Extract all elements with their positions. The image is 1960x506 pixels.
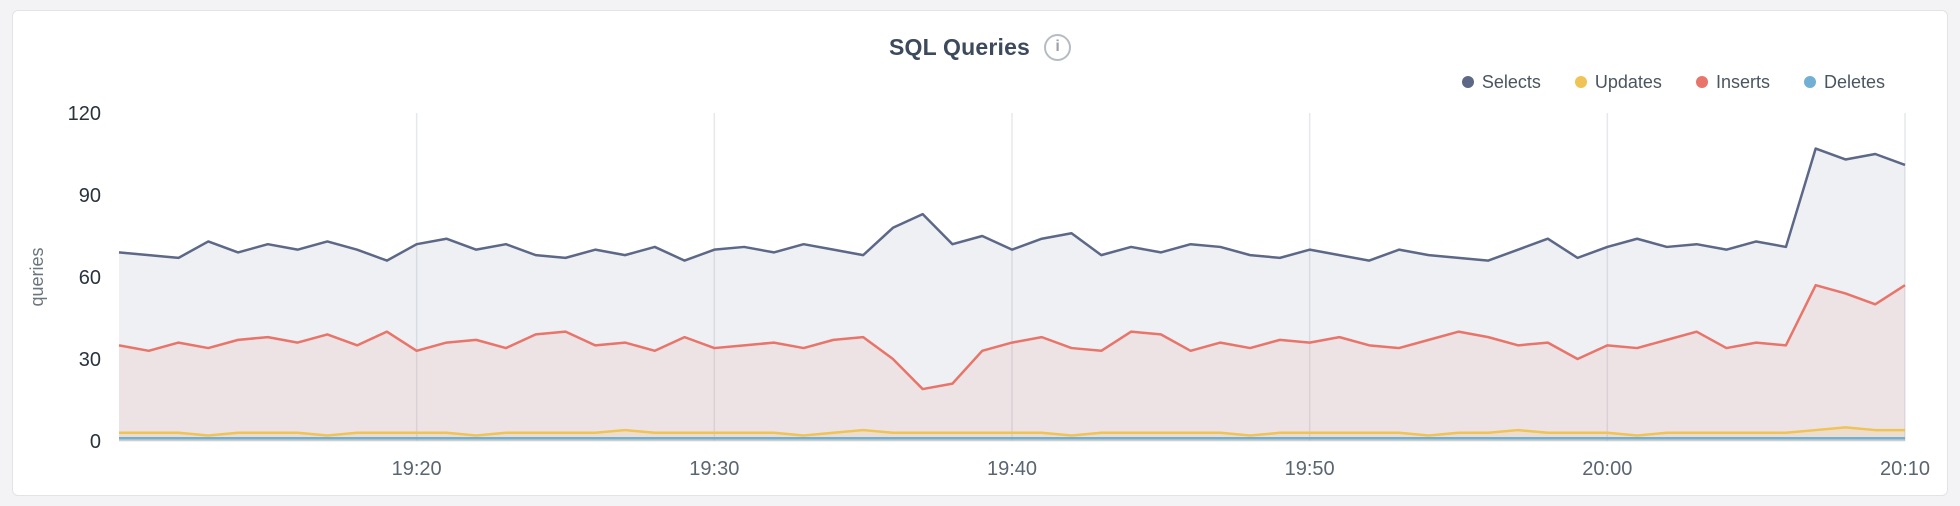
chart-header: SQL Queries i	[13, 29, 1947, 65]
legend-dot-inserts	[1695, 76, 1708, 88]
svg-text:19:20: 19:20	[392, 458, 442, 480]
legend-item-updates[interactable]: Updates	[1574, 71, 1662, 93]
legend-label-deletes: Deletes	[1823, 71, 1885, 92]
svg-text:0: 0	[90, 431, 101, 453]
chart-legend: Selects Updates Inserts Deletes	[13, 67, 1947, 97]
legend-item-inserts[interactable]: Inserts	[1695, 71, 1770, 93]
chart-card: SQL Queries i Selects Updates Inserts De…	[12, 10, 1948, 496]
svg-text:60: 60	[79, 267, 101, 289]
svg-text:30: 30	[79, 349, 101, 371]
svg-text:20:00: 20:00	[1582, 458, 1632, 480]
svg-text:20:10: 20:10	[1880, 458, 1930, 480]
sql-queries-line-chart: 120 90 60 30 0 19:20 19:30 19:40 19:50 20:00 20:10…	[27, 103, 1930, 480]
svg-text:19:50: 19:50	[1285, 458, 1335, 480]
legend-label-inserts: Inserts	[1715, 71, 1770, 92]
legend-dot-selects	[1461, 76, 1474, 88]
svg-text:90: 90	[79, 185, 101, 207]
legend-label-selects: Selects	[1481, 71, 1541, 92]
legend-dot-updates	[1574, 76, 1587, 88]
legend-item-selects[interactable]: Selects	[1461, 71, 1541, 93]
svg-text:queries: queries	[27, 247, 47, 306]
legend-item-deletes[interactable]: Deletes	[1803, 71, 1885, 93]
svg-text:19:30: 19:30	[689, 458, 739, 480]
svg-text:19:40: 19:40	[987, 458, 1037, 480]
chart-title: SQL Queries	[888, 33, 1031, 60]
info-icon[interactable]: i	[1044, 33, 1072, 61]
chart-area: 120 90 60 30 0 19:20 19:30 19:40 19:50 20:00 20:10…	[13, 97, 1947, 494]
legend-dot-deletes	[1803, 76, 1816, 88]
svg-text:120: 120	[68, 103, 101, 125]
legend-label-updates: Updates	[1594, 71, 1662, 92]
